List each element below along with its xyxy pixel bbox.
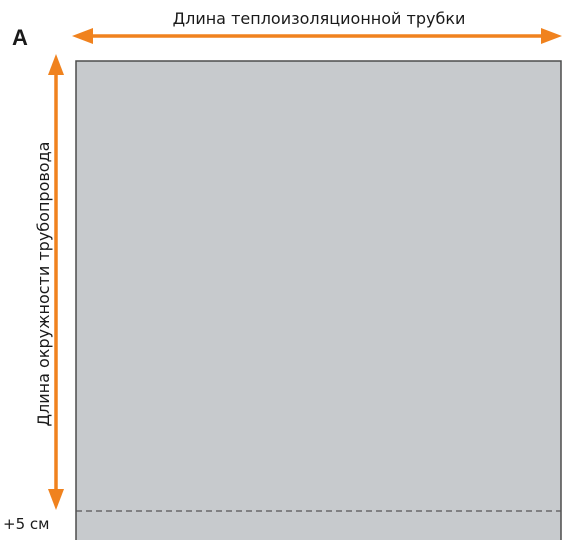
pipe-circumference-label: Длина окружности трубопровода bbox=[34, 141, 53, 427]
panel-letter: A bbox=[12, 25, 28, 50]
vertical-arrow bbox=[48, 54, 64, 510]
margin-allowance-label: +5 см bbox=[3, 515, 50, 533]
insulation-sheet bbox=[75, 60, 562, 545]
pipe-insulation-length-label: Длина теплоизоляционной трубки bbox=[172, 9, 466, 28]
horizontal-arrow bbox=[72, 28, 562, 44]
